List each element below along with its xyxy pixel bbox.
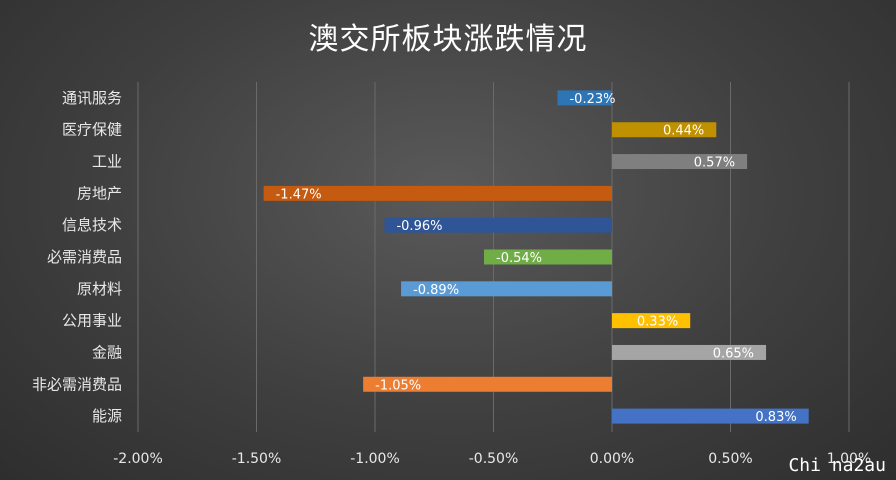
category-label: 医疗保健 bbox=[62, 121, 122, 139]
category-label: 非必需消费品 bbox=[32, 375, 122, 393]
category-label: 通讯服务 bbox=[62, 89, 122, 107]
data-label: 0.65% bbox=[713, 346, 754, 361]
x-tick-label: -1.00% bbox=[350, 451, 400, 467]
bar bbox=[363, 376, 612, 392]
category-label: 金融 bbox=[92, 343, 122, 361]
data-label: 0.44% bbox=[663, 124, 704, 139]
x-tick-label: 1.00% bbox=[827, 451, 871, 467]
data-label: -0.89% bbox=[413, 283, 459, 298]
data-label: 0.33% bbox=[637, 315, 678, 330]
data-label: -1.05% bbox=[375, 378, 421, 393]
x-tick-label: -1.50% bbox=[232, 451, 282, 467]
bar bbox=[484, 249, 612, 265]
bar bbox=[263, 185, 612, 201]
bar bbox=[401, 281, 612, 297]
category-label: 工业 bbox=[92, 153, 122, 171]
category-label: 必需消费品 bbox=[47, 248, 122, 266]
chart-title: 澳交所板块涨跌情况 bbox=[308, 22, 588, 57]
category-label: 原材料 bbox=[77, 280, 122, 298]
bar bbox=[612, 154, 748, 170]
category-label: 房地产 bbox=[77, 184, 122, 202]
bar bbox=[557, 90, 612, 106]
x-tick-label: -2.00% bbox=[113, 451, 163, 467]
watermark-text: Chi na2au bbox=[788, 455, 886, 476]
data-label: -1.47% bbox=[276, 187, 322, 202]
x-tick-label: -0.50% bbox=[469, 451, 519, 467]
category-label: 能源 bbox=[92, 407, 122, 425]
bar bbox=[612, 408, 809, 424]
x-tick-label: 0.00% bbox=[590, 451, 634, 467]
x-tick-label: 0.50% bbox=[708, 451, 752, 467]
data-label: 0.57% bbox=[694, 156, 735, 171]
bar bbox=[612, 122, 717, 138]
data-label: -0.54% bbox=[496, 251, 542, 266]
data-label: 0.83% bbox=[755, 410, 796, 425]
category-label: 信息技术 bbox=[62, 216, 122, 234]
data-label: -0.23% bbox=[569, 92, 615, 107]
bar bbox=[612, 313, 691, 329]
bar bbox=[612, 344, 767, 360]
category-label: 公用事业 bbox=[62, 312, 122, 330]
bar bbox=[384, 217, 612, 233]
data-label: -0.96% bbox=[396, 219, 442, 234]
